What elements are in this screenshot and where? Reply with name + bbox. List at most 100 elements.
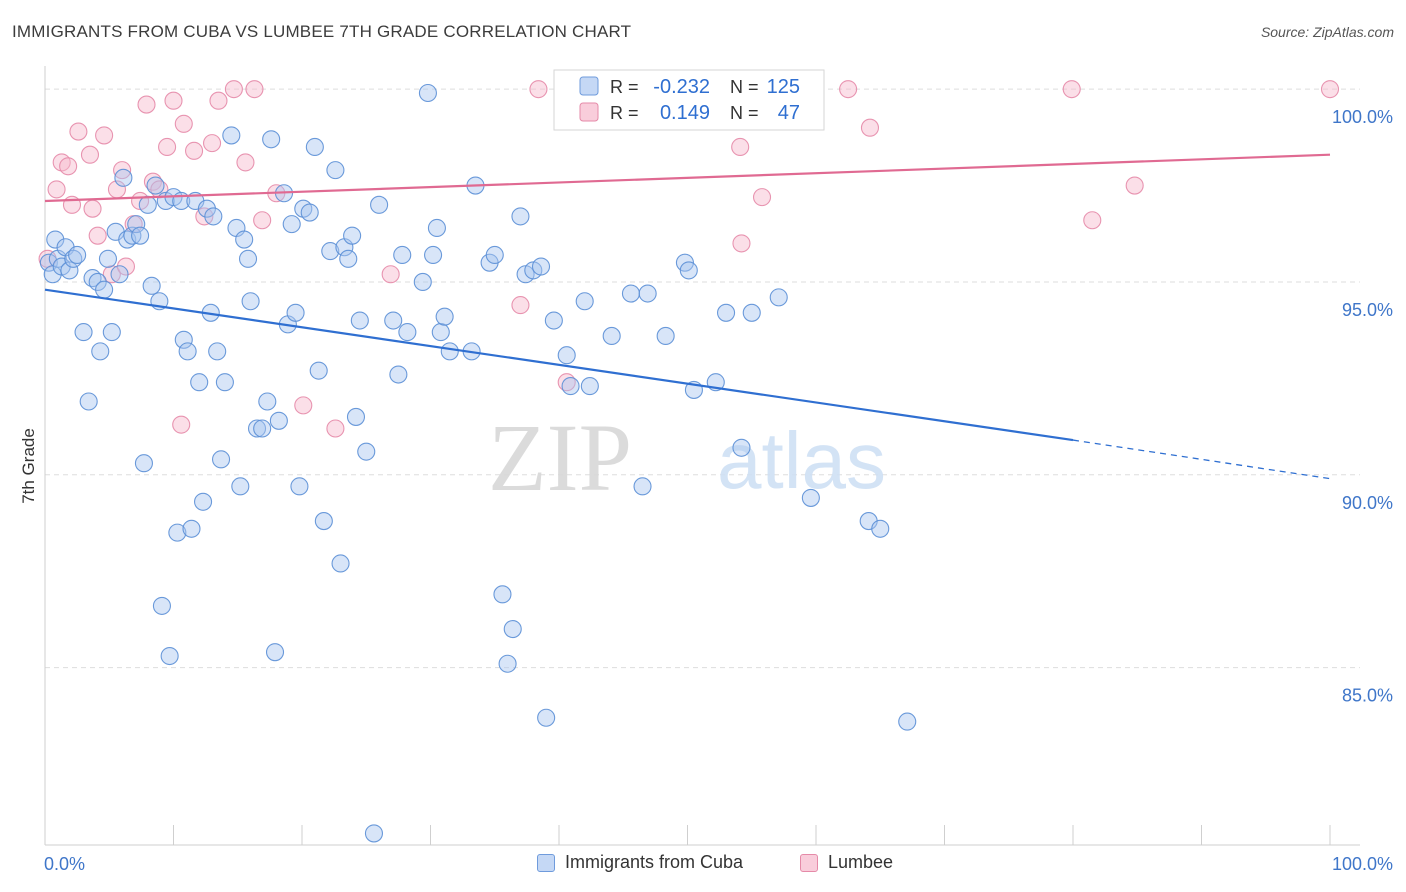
lumbee-point-44 [1062,80,1081,99]
bottom-legend: Immigrants from Cuba Lumbee [0,852,1406,878]
cuba-point-50 [235,230,254,249]
cuba-point-62 [286,303,305,322]
lumbee-points [38,80,1340,438]
stats-r-value-lumbee: 0.149 [660,102,710,124]
cuba-point-111 [638,284,657,303]
stats-n-value-cuba: 125 [767,76,800,98]
cuba-point-10 [79,392,98,411]
stats-r-label-cuba: R = [610,77,639,97]
lumbee-point-8 [88,226,107,245]
cuba-point-19 [114,168,133,187]
cuba-point-112 [656,326,675,346]
cuba-point-21 [123,226,142,245]
y-axis-label: 7th Grade [19,428,38,504]
cuba-point-104 [557,346,576,365]
legend-label-cuba: Immigrants from Cuba [565,852,744,872]
cuba-point-6 [60,261,79,280]
cuba-point-95 [493,585,512,604]
cuba-point-36 [178,342,197,361]
cuba-point-53 [247,419,267,438]
stats-swatch-lumbee [579,102,599,122]
lumbee-point-47 [1320,80,1340,99]
legend-item-cuba[interactable]: Immigrants from Cuba [537,852,743,873]
cuba-point-51 [238,249,258,268]
cuba-point-2 [46,230,65,249]
cuba-point-55 [258,392,277,411]
lumbee-point-45 [1083,211,1102,230]
x-tick-label-0: 0.0% [44,854,85,874]
cuba-point-96 [498,654,517,673]
lumbee-point-22 [174,114,193,133]
cuba-point-24 [134,454,153,473]
stats-n-label-lumbee: N = [730,103,759,123]
axes [44,66,1360,846]
cuba-point-63 [290,477,309,496]
cuba-point-49 [231,477,250,496]
lumbee-point-42 [839,80,858,99]
cuba-point-109 [621,284,641,303]
cuba-point-69 [321,242,340,261]
cuba-point-88 [431,323,450,342]
cuba-point-70 [326,161,345,180]
y-tick-label-100: 100.0% [1332,107,1393,127]
cuba-point-54 [253,419,272,438]
lumbee-point-6 [80,145,100,164]
lumbee-point-23 [185,141,204,160]
cuba-point-23 [131,226,150,245]
watermark: ZIP atlas [488,404,886,511]
cuba-point-18 [110,265,129,284]
cuba-point-39 [190,373,209,392]
cuba-point-35 [174,330,193,349]
cuba-point-79 [370,195,389,214]
cuba-point-105 [561,377,580,396]
cuba-point-73 [339,249,358,268]
cuba-point-57 [265,643,285,662]
cuba-point-110 [633,477,652,496]
legend-item-lumbee[interactable]: Lumbee [800,852,893,873]
lumbee-trend-line [44,153,1331,203]
lumbee-point-35 [511,296,530,315]
cuba-point-76 [350,311,369,330]
source-label: Source: ZipAtlas.com [1260,24,1394,40]
lumbee-point-46 [1125,176,1144,195]
trend-lines [44,153,1331,480]
cuba-point-33 [168,523,187,542]
lumbee-point-9 [95,126,114,145]
cuba-point-119 [742,303,761,322]
cuba-point-94 [485,245,504,265]
lumbee-point-27 [224,80,243,99]
stats-n-value-lumbee: 47 [778,102,800,124]
cuba-point-98 [511,207,530,226]
y-tick-label-90: 90.0% [1342,493,1393,513]
lumbee-point-1 [47,180,66,199]
cuba-point-44 [208,342,227,361]
cuba-point-37 [182,519,201,538]
lumbee-point-25 [203,134,222,153]
cuba-point-74 [343,226,362,245]
cuba-point-83 [398,323,417,342]
lumbee-point-26 [209,91,228,110]
y-tick-label-85: 85.0% [1342,686,1393,706]
cuba-point-56 [262,130,281,149]
cuba-point-114 [679,261,698,280]
cuba-point-27 [146,176,165,195]
cuba-point-90 [440,342,459,361]
cuba-points [39,83,917,843]
cuba-point-8 [68,245,87,265]
cuba-point-87 [427,218,446,238]
lumbee-point-5 [69,122,88,141]
cuba-point-29 [152,596,171,615]
cuba-point-25 [138,195,157,214]
cuba-point-78 [364,824,384,843]
cuba-point-52 [241,292,260,311]
watermark-atlas: atlas [717,416,886,505]
cuba-point-80 [384,311,403,330]
cuba-point-82 [393,245,412,265]
lumbee-point-36 [529,80,548,99]
cuba-point-9 [74,323,93,342]
stats-swatch-cuba [579,76,599,96]
cuba-point-124 [898,712,917,731]
lumbee-point-19 [158,137,177,157]
cuba-point-46 [215,373,234,392]
lumbee-point-32 [294,396,313,415]
